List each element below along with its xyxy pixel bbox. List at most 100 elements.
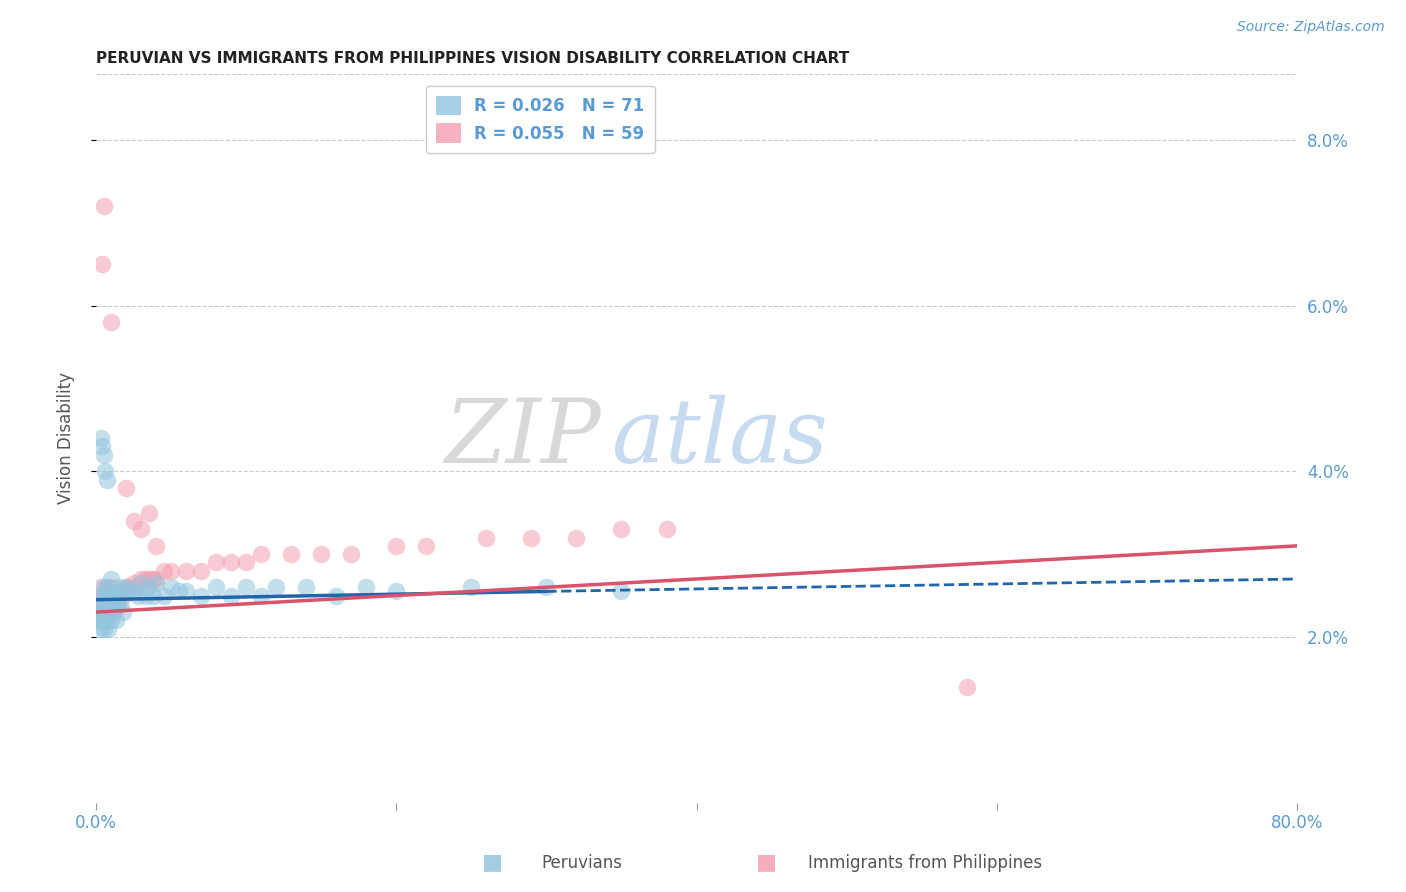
Point (96, 614, 118, 628)
Point (91, 589, 114, 603)
Point (108, 597, 131, 611)
Point (205, 580, 228, 594)
Point (250, 547, 273, 561)
Point (325, 589, 347, 603)
Point (565, 531, 588, 545)
Point (340, 547, 363, 561)
Text: atlas: atlas (613, 395, 828, 482)
Point (219, 556, 242, 570)
Point (93, 199, 115, 213)
Point (235, 556, 257, 570)
Point (100, 597, 122, 611)
Point (160, 564, 183, 578)
Point (97, 589, 120, 603)
Point (145, 572, 167, 586)
Point (91, 605, 114, 619)
Point (118, 584, 141, 599)
Point (96, 589, 118, 603)
Point (235, 580, 257, 594)
Point (91, 257, 114, 271)
Point (122, 576, 145, 591)
Point (174, 584, 197, 599)
Point (96, 597, 118, 611)
Point (103, 589, 125, 603)
Point (138, 506, 160, 520)
Point (174, 564, 197, 578)
Point (122, 584, 145, 599)
Point (94, 589, 117, 603)
Point (295, 580, 318, 594)
Point (91, 614, 114, 628)
Y-axis label: Vision Disability: Vision Disability (58, 372, 75, 504)
Point (103, 589, 125, 603)
Point (100, 614, 122, 628)
Point (100, 580, 122, 594)
Point (104, 589, 127, 603)
Point (115, 580, 138, 594)
Point (93, 597, 115, 611)
Point (89, 605, 111, 619)
Point (98, 605, 121, 619)
Point (190, 564, 212, 578)
Text: Immigrants from Philippines: Immigrants from Philippines (808, 855, 1043, 872)
Point (94, 614, 117, 628)
Point (460, 580, 482, 594)
Point (115, 481, 138, 495)
Point (93, 580, 115, 594)
Point (142, 589, 165, 603)
Text: ■: ■ (482, 853, 502, 872)
Point (104, 614, 127, 628)
Point (475, 531, 498, 545)
Point (610, 522, 633, 536)
Point (142, 572, 165, 586)
Point (93, 622, 115, 636)
Point (103, 605, 125, 619)
Point (87, 614, 110, 628)
Point (89, 622, 111, 636)
Point (385, 539, 408, 553)
Point (100, 572, 122, 586)
Point (100, 315, 122, 329)
Point (96, 597, 118, 611)
Point (104, 597, 127, 611)
Point (91, 440, 114, 454)
Point (115, 580, 138, 594)
Point (107, 580, 129, 594)
Point (415, 539, 437, 553)
Point (536, 580, 558, 594)
Point (93, 614, 115, 628)
Point (91, 589, 114, 603)
Point (127, 589, 149, 603)
Point (138, 572, 160, 586)
Point (280, 547, 302, 561)
Point (127, 580, 149, 594)
Point (96, 580, 118, 594)
Point (354, 580, 377, 594)
Point (167, 584, 190, 599)
Point (264, 580, 287, 594)
Point (610, 584, 633, 599)
Point (112, 605, 135, 619)
Point (94, 597, 117, 611)
Point (93, 605, 115, 619)
Text: Peruvians: Peruvians (541, 855, 623, 872)
Point (94, 464, 117, 478)
Point (100, 589, 122, 603)
Point (103, 605, 125, 619)
Point (160, 580, 183, 594)
Point (152, 589, 174, 603)
Point (87, 597, 110, 611)
Point (101, 589, 124, 603)
Point (89, 580, 111, 594)
Point (129, 572, 152, 586)
Legend: R = 0.026   N = 71, R = 0.055   N = 59: R = 0.026 N = 71, R = 0.055 N = 59 (426, 86, 655, 153)
Point (97, 589, 120, 603)
Text: ■: ■ (756, 853, 776, 872)
Point (135, 589, 157, 603)
Point (97, 597, 120, 611)
Point (118, 580, 141, 594)
Point (520, 531, 543, 545)
Point (655, 522, 678, 536)
Point (105, 597, 128, 611)
Point (108, 589, 131, 603)
